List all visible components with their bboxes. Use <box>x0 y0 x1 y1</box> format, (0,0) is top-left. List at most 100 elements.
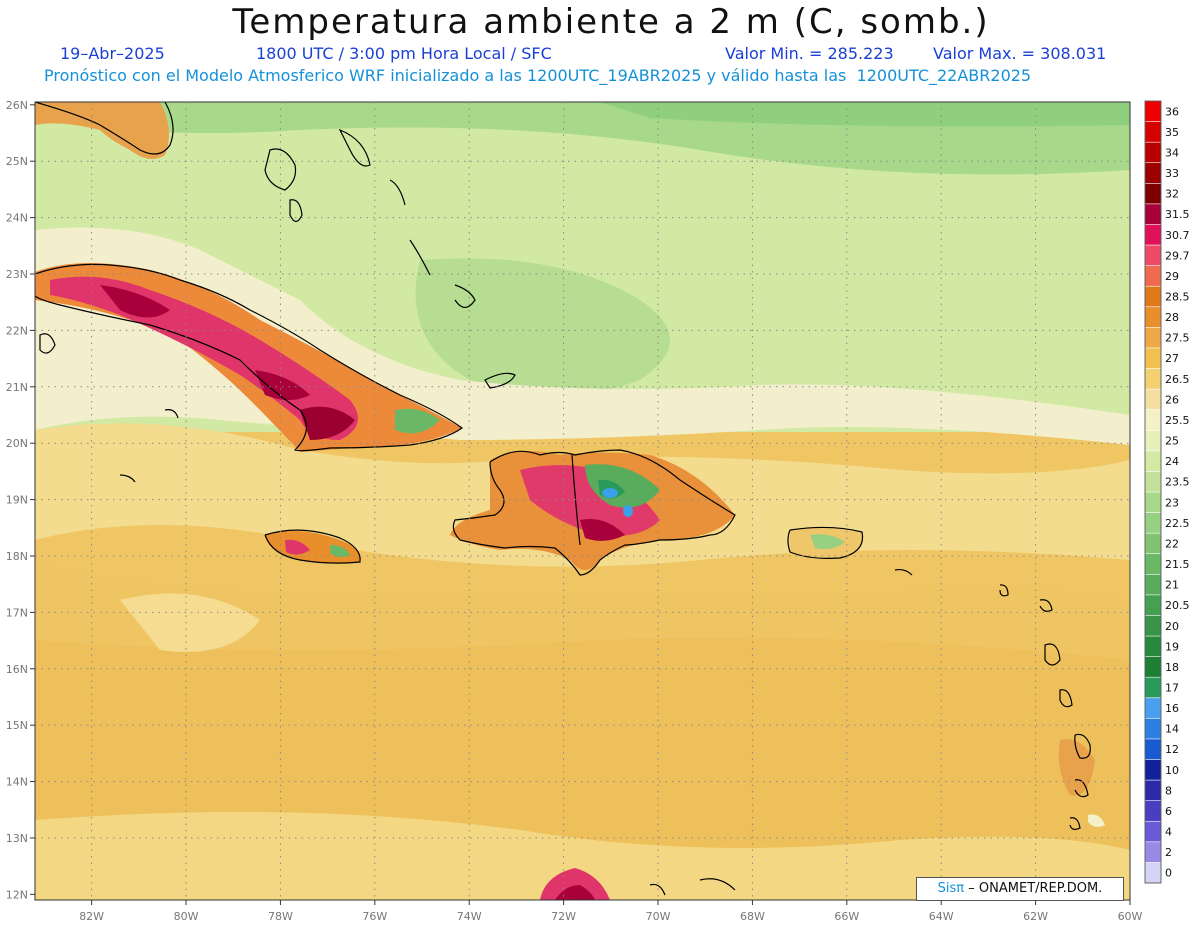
lon-label: 68W <box>740 910 765 923</box>
lat-label: 24N <box>6 212 28 225</box>
max-value: Valor Max. = 308.031 <box>933 44 1107 63</box>
colorbar-swatch <box>1144 450 1162 473</box>
colorbar-label: 27.5 <box>1165 332 1190 345</box>
colorbar-label: 29.7 <box>1165 249 1190 262</box>
hispaniola-coldest-north <box>602 488 618 498</box>
lat-label: 15N <box>6 719 28 732</box>
colorbar-swatch <box>1144 594 1162 617</box>
colorbar-swatch <box>1144 718 1162 740</box>
lat-label: 12N <box>6 888 28 901</box>
colorbar: 363534333231.530.729.72928.52827.52726.5… <box>1144 100 1190 884</box>
colorbar-label: 27 <box>1165 352 1179 365</box>
colorbar-swatch <box>1144 512 1162 534</box>
lon-label: 70W <box>646 910 671 923</box>
cuba-hot-core-west <box>100 285 170 318</box>
south-coast-hot-core <box>555 885 595 900</box>
colorbar-label: 14 <box>1165 723 1179 736</box>
colorbar-swatch <box>1144 779 1162 802</box>
colorbar-label: 8 <box>1165 784 1172 797</box>
sispi-logo: Sisπ <box>937 881 965 896</box>
lat-label: 16N <box>6 663 28 676</box>
jamaica-hot <box>285 539 310 555</box>
colorbar-swatch <box>1144 635 1162 658</box>
colorbar-swatch <box>1144 800 1162 822</box>
antilles-cool-patch <box>1088 814 1105 827</box>
colorbar-swatch <box>1144 121 1162 143</box>
colorbar-label: 23 <box>1165 496 1179 509</box>
colorbar-swatch <box>1144 162 1162 185</box>
temperature-field <box>35 102 1130 900</box>
graticule <box>35 102 1130 900</box>
colorbar-swatch <box>1144 574 1162 596</box>
colorbar-label: 30.7 <box>1165 229 1190 242</box>
colorbar-swatch <box>1144 409 1162 431</box>
cuba-hot-core-south <box>300 406 355 440</box>
lat-label: 20N <box>6 437 28 450</box>
lon-label: 64W <box>929 910 954 923</box>
colorbar-label: 21.5 <box>1165 558 1190 571</box>
colorbar-label: 22 <box>1165 537 1179 550</box>
field-23c-central <box>415 258 670 395</box>
colorbar-label: 6 <box>1165 805 1172 818</box>
colorbar-swatch <box>1144 615 1162 637</box>
colorbar-label: 35 <box>1165 126 1179 139</box>
lon-label: 82W <box>79 910 104 923</box>
colorbar-label: 21 <box>1165 579 1179 592</box>
lat-label: 21N <box>6 381 28 394</box>
colorbar-label: 28.5 <box>1165 291 1190 304</box>
colorbar-swatch <box>1144 759 1162 781</box>
colorbar-swatch <box>1144 491 1162 514</box>
plot-frame <box>34 101 1131 901</box>
lon-label: 72W <box>551 910 576 923</box>
colorbar-swatch <box>1144 327 1162 349</box>
colorbar-label: 12 <box>1165 743 1179 756</box>
south-coast-hot <box>540 868 610 900</box>
cuba-cool-east <box>395 408 440 434</box>
colorbar-label: 36 <box>1165 105 1179 118</box>
colorbar-swatch <box>1144 244 1162 267</box>
lon-label: 80W <box>174 910 199 923</box>
lon-label: 62W <box>1023 910 1048 923</box>
florida-warm <box>35 102 169 159</box>
lat-label: 18N <box>6 550 28 563</box>
credit-text: – ONAMET/REP.DOM. <box>968 881 1103 896</box>
colorbar-label: 33 <box>1165 167 1179 180</box>
colorbar-label: 20 <box>1165 620 1179 633</box>
colorbar-label: 26.5 <box>1165 373 1190 386</box>
colorbar-swatch <box>1144 697 1162 720</box>
colorbar-swatch <box>1144 862 1162 884</box>
colorbar-label: 26 <box>1165 393 1179 406</box>
colorbar-label: 18 <box>1165 661 1179 674</box>
lat-label: 13N <box>6 832 28 845</box>
colorbar-swatch <box>1144 183 1162 205</box>
colorbar-swatch <box>1144 656 1162 678</box>
colorbar-label: 17 <box>1165 682 1179 695</box>
colorbar-swatch <box>1144 100 1162 123</box>
colorbar-swatch <box>1144 141 1162 164</box>
field-warm-patch <box>120 593 260 652</box>
colorbar-label: 20.5 <box>1165 599 1190 612</box>
lat-label: 26N <box>6 99 28 112</box>
lon-label: 60W <box>1118 910 1143 923</box>
hispaniola-hot <box>520 465 660 536</box>
colorbar-label: 4 <box>1165 826 1172 839</box>
lat-label: 14N <box>6 776 28 789</box>
colorbar-swatch <box>1144 841 1162 864</box>
colorbar-label: 29 <box>1165 270 1179 283</box>
lat-label: 25N <box>6 155 28 168</box>
colorbar-label: 10 <box>1165 764 1179 777</box>
credit-box: Sisπ – ONAMET/REP.DOM. <box>916 877 1124 901</box>
colorbar-label: 0 <box>1165 867 1172 880</box>
colorbar-label: 22.5 <box>1165 517 1190 530</box>
min-value: Valor Min. = 285.223 <box>725 44 894 63</box>
colorbar-swatch <box>1144 265 1162 287</box>
lat-label: 23N <box>6 268 28 281</box>
lat-label: 17N <box>6 606 28 619</box>
chart-title: Temperatura ambiente a 2 m (C, somb.) <box>232 2 990 42</box>
jamaica-cool <box>330 545 350 558</box>
longitude-labels: 82W 80W 78W 76W 74W 72W 70W 68W 66W 64W 62W 60W <box>79 900 1143 923</box>
colorbar-swatch <box>1144 203 1162 226</box>
colorbar-label: 25 <box>1165 435 1179 448</box>
lon-label: 74W <box>457 910 482 923</box>
